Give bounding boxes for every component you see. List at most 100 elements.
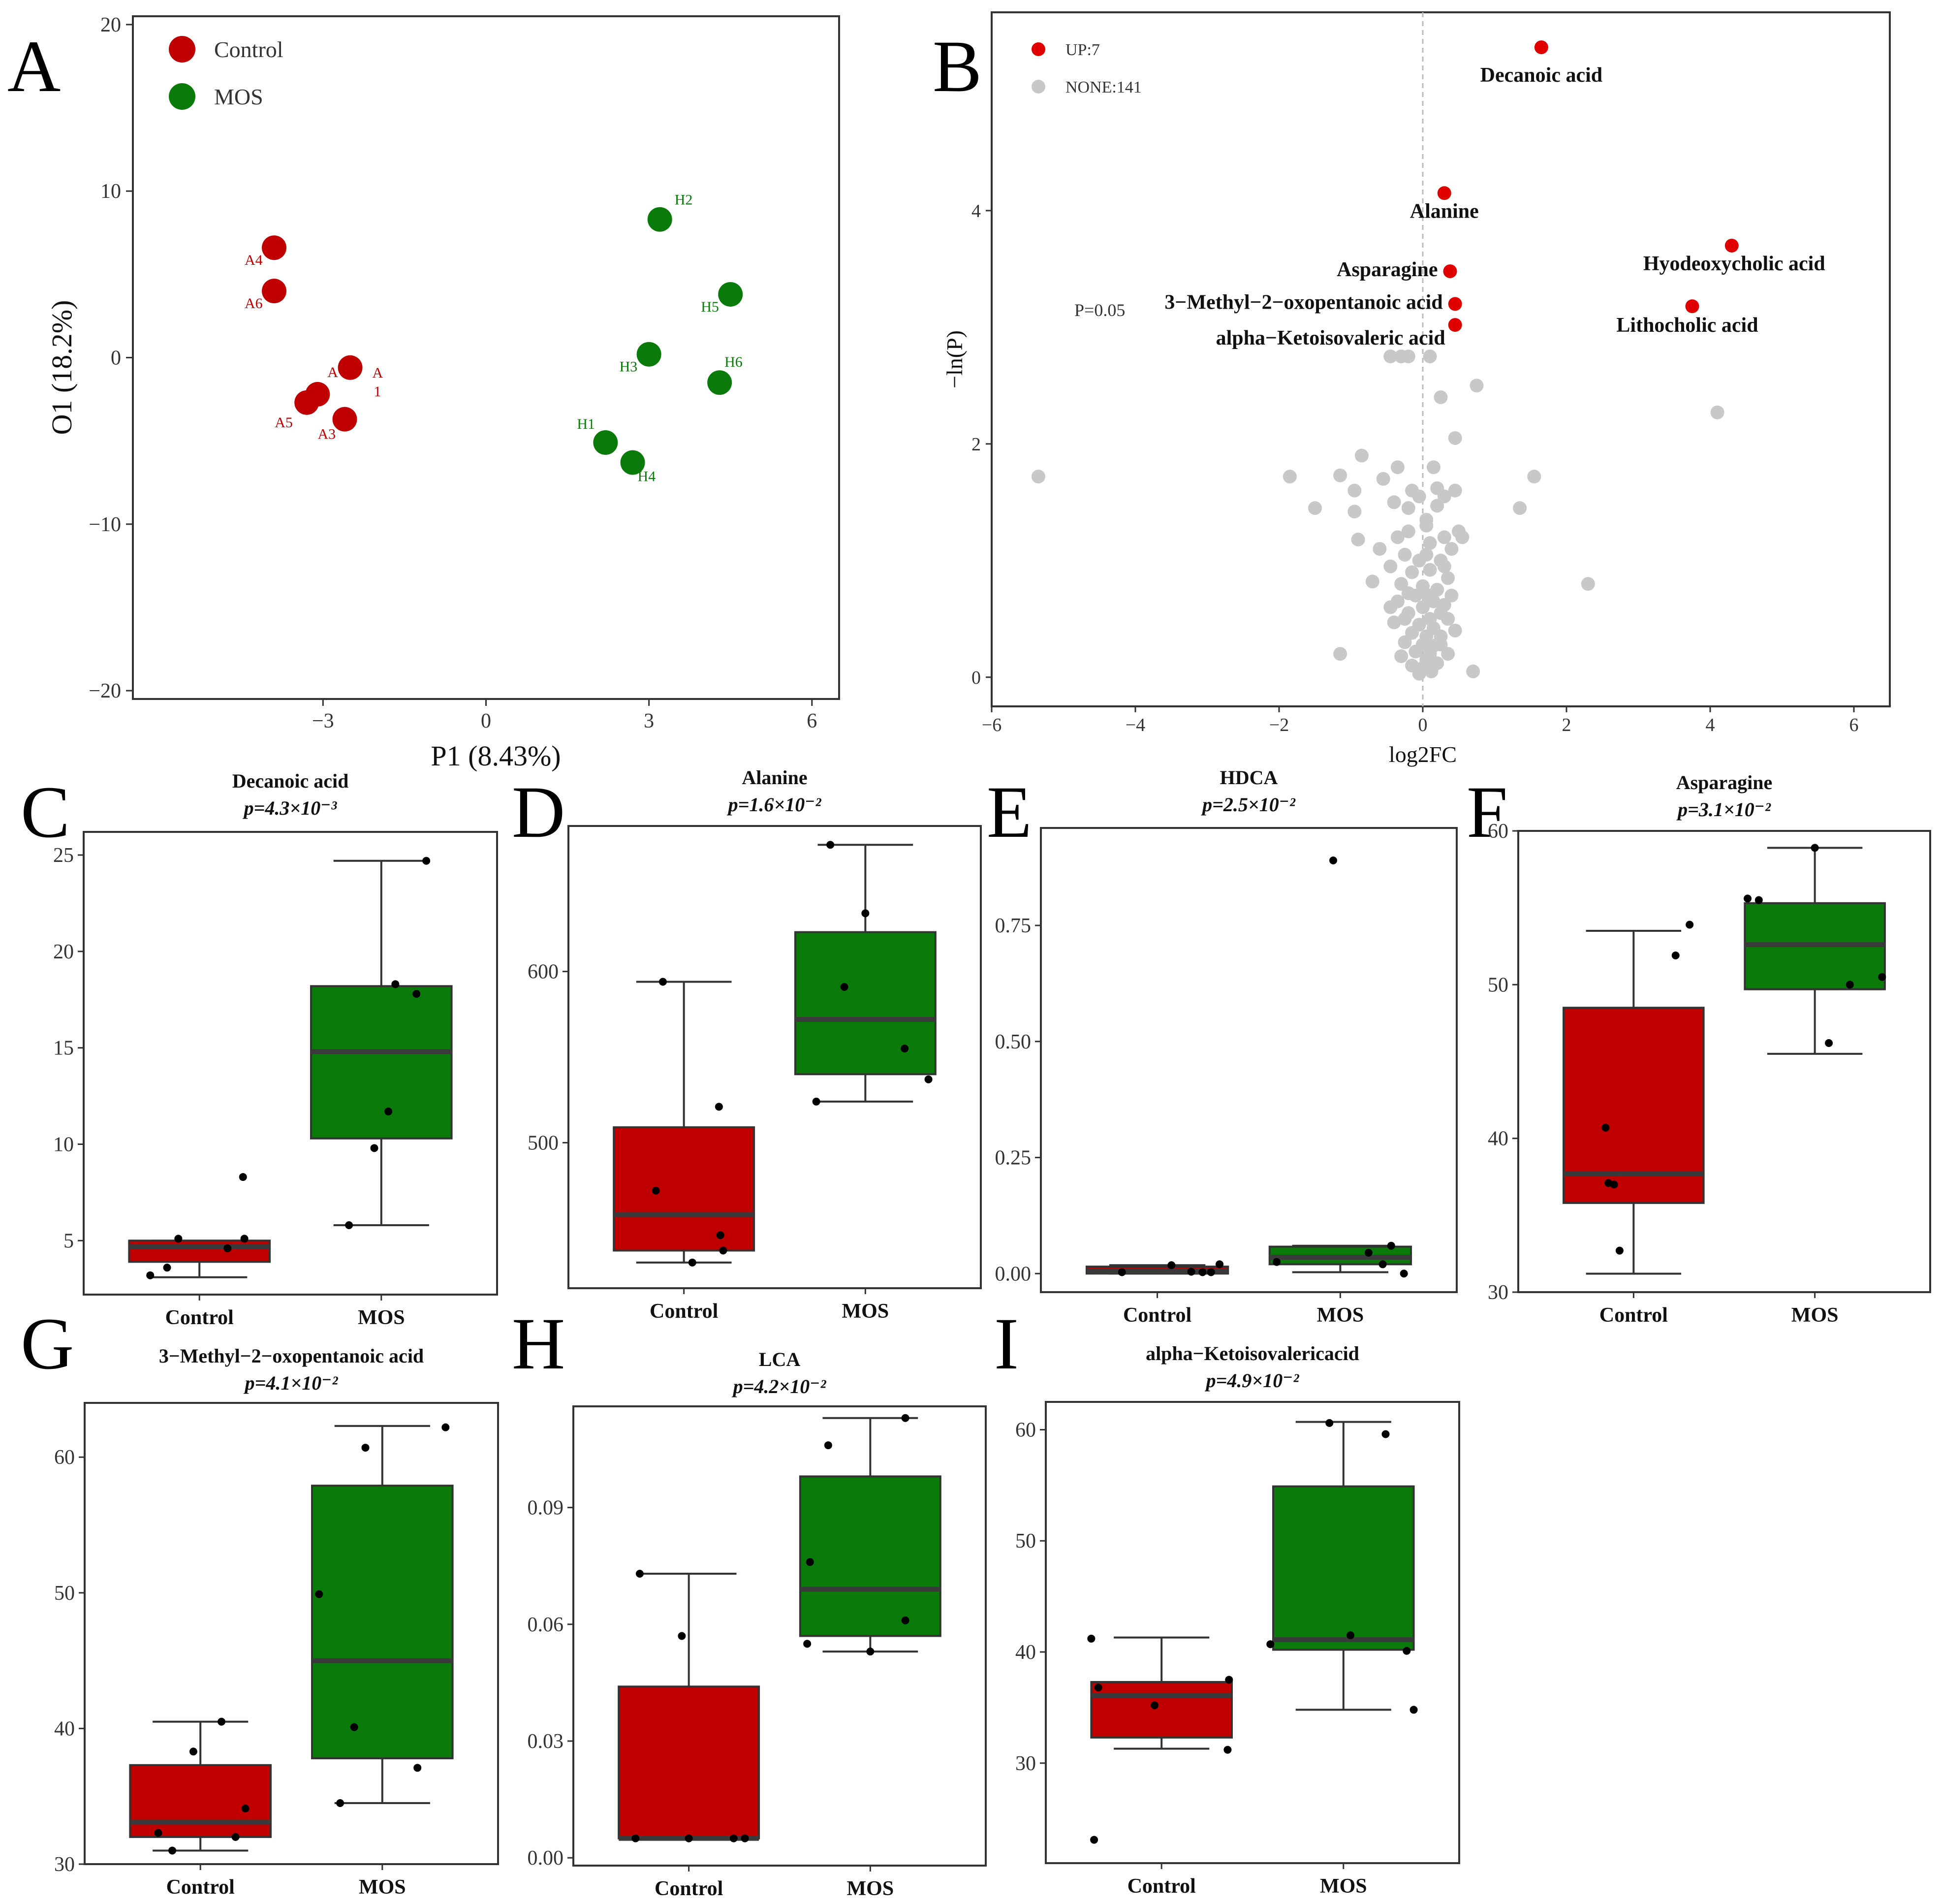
point-label: A — [373, 365, 383, 381]
data-point — [1878, 973, 1886, 981]
data-point — [1378, 1260, 1387, 1269]
data-point — [1187, 1268, 1195, 1276]
y-tick-label: 15 — [53, 1037, 74, 1060]
plot-frame — [1045, 1401, 1460, 1864]
score-point — [718, 282, 743, 307]
data-point — [189, 1747, 197, 1756]
data-point — [1198, 1268, 1207, 1276]
legend-marker — [169, 83, 195, 110]
data-point — [719, 1246, 727, 1255]
data-point — [1387, 1241, 1395, 1250]
data-point — [861, 909, 870, 918]
data-point — [652, 1186, 660, 1195]
category-label: Control — [165, 1306, 234, 1329]
box — [794, 931, 937, 1076]
y-tick-label: 20 — [100, 14, 121, 36]
data-point — [391, 980, 400, 988]
none-point — [1383, 559, 1398, 573]
none-point — [1452, 524, 1466, 539]
category-label: MOS — [1320, 1875, 1367, 1898]
data-point — [370, 1144, 378, 1152]
box — [1272, 1485, 1415, 1651]
y-tick-label: 30 — [1488, 1281, 1508, 1304]
box — [1563, 1007, 1705, 1204]
data-point — [631, 1834, 640, 1842]
none-point — [1441, 647, 1455, 661]
none-point — [1441, 571, 1455, 585]
p-value-label: p=4.3×10⁻³ — [243, 797, 338, 819]
none-point — [1373, 542, 1387, 556]
point-label: 1 — [374, 383, 381, 400]
category-label: MOS — [1317, 1304, 1364, 1327]
y-tick-label: −10 — [89, 513, 121, 536]
data-point — [1346, 1631, 1355, 1640]
none-point — [1423, 536, 1437, 550]
y-tick-label: 30 — [54, 1853, 75, 1876]
data-point — [146, 1271, 155, 1279]
boxplot-asparagine: Asparagine p=3.1×10⁻² 30 40 50 60 Control MOS — [1488, 771, 1931, 1327]
none-point — [1347, 483, 1362, 498]
y-tick-label: 0.03 — [528, 1730, 564, 1753]
box — [311, 1485, 454, 1760]
score-point — [332, 407, 357, 432]
data-point — [901, 1616, 909, 1624]
data-point — [1167, 1261, 1176, 1269]
none-point — [1581, 577, 1595, 591]
data-point — [345, 1221, 353, 1229]
y-tick-label: 10 — [100, 180, 121, 203]
data-point — [1846, 981, 1854, 989]
category-label: MOS — [359, 1876, 406, 1899]
y-axis-label: −ln(P) — [942, 330, 967, 388]
x-tick-label: 4 — [1706, 715, 1715, 735]
up-point-label: Decanoic acid — [1480, 64, 1602, 87]
none-point — [1383, 349, 1398, 364]
panel-letter-e: E — [987, 771, 1032, 853]
legend-marker — [169, 36, 195, 63]
score-point — [707, 370, 732, 395]
boxplot-hdca: HDCA p=2.5×10⁻² 0.00 0.25 0.50 0.75 Control MOS — [995, 766, 1458, 1327]
box — [128, 1239, 271, 1263]
data-point — [840, 983, 848, 991]
pca-scatter-chart: −3 0 3 6 −20 −10 0 10 20 P1 (8.43%) O1 (18.2%) Cont… — [46, 14, 840, 772]
none-point — [1424, 664, 1439, 678]
score-point — [262, 235, 286, 260]
none-point — [1426, 460, 1440, 475]
y-tick-label: 0.25 — [995, 1147, 1032, 1170]
y-tick-label: 60 — [1488, 820, 1508, 843]
data-point — [1409, 1706, 1418, 1714]
point-label: A4 — [245, 252, 263, 268]
plot-frame — [83, 831, 498, 1296]
data-point — [826, 841, 835, 849]
none-point — [1466, 664, 1480, 678]
x-tick-label: 0 — [481, 710, 491, 732]
legend-marker — [1032, 80, 1045, 94]
y-tick-label: 50 — [1015, 1530, 1036, 1553]
none-point — [1394, 649, 1409, 664]
up-point-label: 3−Methyl−2−oxopentanoic acid — [1164, 291, 1442, 314]
legend-marker — [1032, 42, 1045, 56]
y-tick-label: 30 — [1015, 1752, 1036, 1775]
point-label: H1 — [577, 416, 595, 432]
data-point — [361, 1443, 370, 1452]
none-point — [1398, 635, 1412, 649]
category-label: Control — [650, 1300, 718, 1323]
category-label: MOS — [358, 1306, 405, 1329]
panel-letter-i: I — [994, 1303, 1019, 1385]
plot-frame — [84, 1402, 499, 1865]
up-point — [1448, 297, 1462, 311]
p-value-label: p=4.2×10⁻² — [732, 1375, 827, 1397]
boxplot-alpha-ketoisovaleric-acid: alpha−Ketoisovalericacid p=4.9×10⁻² 30 40 50… — [1015, 1342, 1460, 1898]
none-point — [1412, 553, 1426, 568]
data-point — [1811, 844, 1819, 852]
data-point — [1601, 1123, 1610, 1132]
data-point — [1207, 1268, 1215, 1276]
data-point — [1400, 1269, 1408, 1278]
data-point — [1090, 1836, 1098, 1844]
data-point — [1329, 857, 1338, 865]
point-label: H5 — [701, 299, 719, 315]
none-point — [1387, 495, 1401, 509]
chart-title: HDCA — [1220, 766, 1278, 789]
up-point — [1443, 264, 1457, 279]
data-point — [1754, 896, 1763, 904]
